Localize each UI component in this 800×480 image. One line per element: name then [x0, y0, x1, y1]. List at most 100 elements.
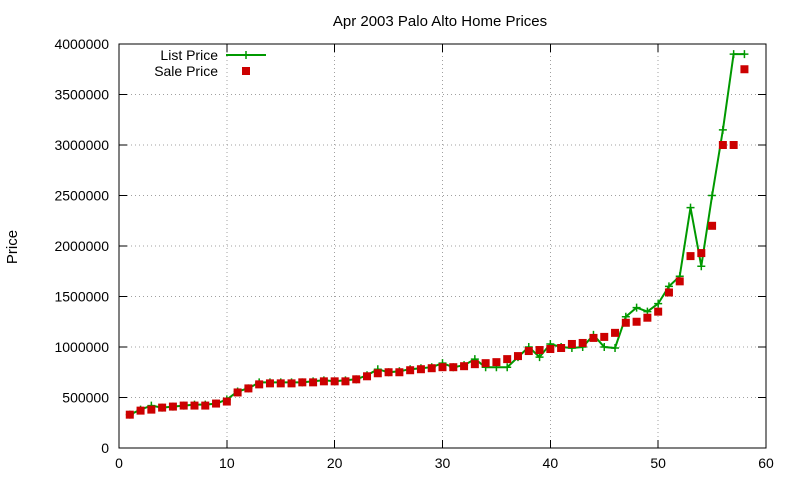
- sale-price-point: [546, 345, 555, 354]
- sale-price-point: [449, 363, 458, 372]
- sale-price-point: [567, 339, 576, 348]
- sale-price-point: [212, 399, 221, 408]
- y-tick-label: 4000000: [54, 36, 109, 52]
- series-sale-price: [125, 65, 749, 419]
- chart-title: Apr 2003 Palo Alto Home Prices: [333, 13, 547, 30]
- y-axis-title: Price: [4, 230, 21, 264]
- list-price-point: [654, 299, 663, 308]
- sale-price-point: [621, 318, 630, 327]
- sale-price-point: [686, 252, 695, 261]
- sale-price-point: [632, 317, 641, 326]
- x-tick-label: 20: [327, 455, 343, 471]
- x-tick-label: 30: [435, 455, 451, 471]
- sale-price-point: [535, 346, 544, 355]
- sale-price-point: [352, 375, 361, 384]
- sale-price-point: [233, 388, 242, 397]
- sale-price-point: [492, 358, 501, 367]
- y-tick-label: 3500000: [54, 87, 109, 103]
- sale-price-point: [244, 384, 253, 393]
- y-tick-label: 500000: [62, 390, 109, 406]
- sale-price-point: [136, 406, 145, 415]
- y-tick-label: 1500000: [54, 289, 109, 305]
- sale-price-point: [190, 401, 199, 410]
- sale-price-point: [729, 141, 738, 149]
- sale-price-point: [147, 405, 156, 414]
- y-tick-label: 3000000: [54, 137, 109, 153]
- sale-price-point: [427, 364, 436, 373]
- sale-price-point: [708, 221, 717, 230]
- list-price-point: [718, 125, 727, 134]
- series-list-price: [125, 50, 749, 419]
- legend-swatch-plus: [242, 51, 250, 59]
- sale-price-point: [158, 403, 167, 412]
- sale-price-point: [589, 333, 598, 342]
- sale-price-point: [470, 360, 479, 369]
- sale-price-point: [330, 377, 339, 386]
- y-tick-label: 0: [101, 440, 109, 456]
- legend-swatch-square: [242, 67, 250, 75]
- sale-price-point: [481, 359, 490, 368]
- list-price-point: [697, 262, 706, 271]
- x-tick-label: 50: [650, 455, 666, 471]
- x-tick-label: 40: [543, 455, 559, 471]
- sale-price-point: [201, 401, 210, 410]
- y-tick-label: 1000000: [54, 339, 109, 355]
- legend-label-sale-price: Sale Price: [154, 63, 218, 79]
- sale-price-point: [740, 65, 749, 74]
- list-price-point: [600, 343, 609, 351]
- list-price-line: [129, 53, 745, 416]
- list-price-point: [686, 203, 695, 212]
- list-price-point: [611, 344, 620, 353]
- sale-price-point: [697, 249, 706, 258]
- sale-price-point: [265, 379, 274, 388]
- sale-price-point: [578, 338, 587, 347]
- x-tick-label: 10: [219, 455, 235, 471]
- sale-price-point: [503, 355, 512, 364]
- sale-price-point: [675, 277, 684, 286]
- sale-price-point: [298, 378, 307, 387]
- sale-price-point: [718, 141, 727, 149]
- sale-price-point: [438, 363, 447, 372]
- sale-price-point: [287, 379, 296, 388]
- sale-price-point: [654, 307, 663, 316]
- legend-label-list-price: List Price: [160, 47, 218, 63]
- sale-price-point: [557, 344, 566, 353]
- plot-frame: [118, 43, 767, 449]
- sale-price-point: [309, 378, 318, 387]
- sale-price-point: [341, 377, 350, 386]
- sale-price-point: [373, 369, 382, 378]
- list-price-point: [632, 303, 641, 312]
- sale-price-point: [395, 368, 404, 377]
- sale-price-point: [363, 372, 372, 381]
- sale-price-point: [600, 332, 609, 341]
- sale-price-point: [406, 366, 415, 375]
- sale-price-point: [524, 347, 533, 356]
- grid-lines: [119, 44, 766, 448]
- sale-price-point: [643, 313, 652, 322]
- sale-price-point: [416, 365, 425, 374]
- sale-price-point: [179, 401, 188, 410]
- sale-price-point: [222, 397, 231, 406]
- sale-price-point: [125, 410, 134, 419]
- sale-price-point: [460, 362, 469, 371]
- data-series: [125, 50, 749, 419]
- sale-price-point: [611, 328, 620, 337]
- list-price-point: [503, 363, 512, 372]
- x-tick-label: 0: [115, 455, 123, 471]
- sale-price-point: [255, 380, 264, 389]
- sale-price-point: [276, 379, 285, 388]
- sale-price-point: [319, 377, 328, 386]
- list-price-point: [729, 50, 738, 59]
- list-price-point: [708, 191, 717, 200]
- sale-price-point: [168, 402, 177, 411]
- list-price-point: [740, 50, 749, 59]
- sale-price-point: [664, 288, 673, 297]
- y-tick-label: 2000000: [54, 238, 109, 254]
- x-tick-label: 60: [758, 455, 774, 471]
- list-price-point: [535, 353, 544, 362]
- y-tick-label: 2500000: [54, 188, 109, 204]
- sale-price-point: [384, 368, 393, 377]
